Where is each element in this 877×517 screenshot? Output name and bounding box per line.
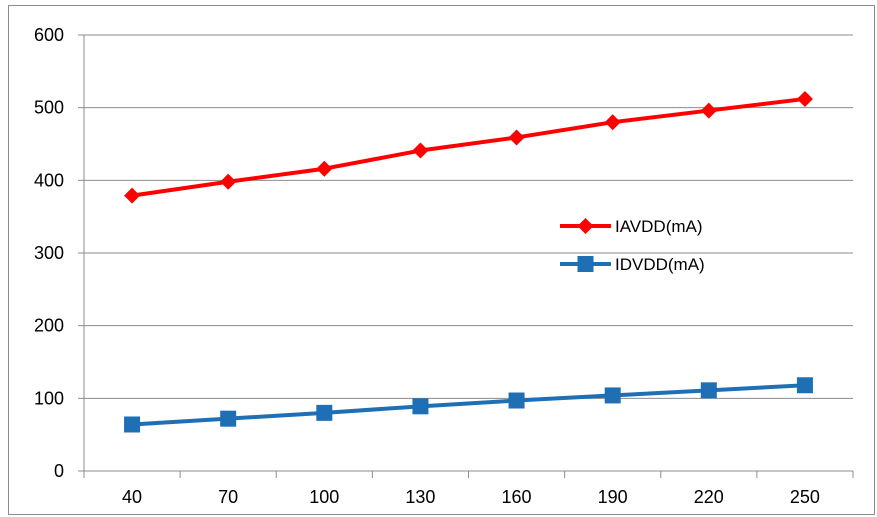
- y-tick-label: 400: [34, 170, 64, 190]
- series-line: [131, 383, 806, 427]
- data-point: [412, 398, 429, 415]
- x-tick-label: 70: [218, 487, 238, 507]
- series-IDVDD(mA): [124, 377, 813, 433]
- data-point: [124, 187, 141, 204]
- data-point: [220, 173, 237, 190]
- y-tick-label: 600: [34, 25, 64, 45]
- legend-marker: [577, 256, 594, 272]
- data-point: [508, 129, 525, 146]
- y-tick-label: 0: [54, 461, 64, 481]
- y-tick-label: 500: [34, 98, 64, 118]
- series-IAVDD(mA): [124, 90, 813, 204]
- data-point: [412, 142, 429, 159]
- data-point: [316, 404, 333, 421]
- x-tick-label: 100: [309, 487, 339, 507]
- data-point: [700, 102, 717, 119]
- x-tick-label: 40: [122, 487, 142, 507]
- x-tick-label: 160: [502, 487, 532, 507]
- legend: IAVDD(mA) IDVDD(mA): [560, 217, 705, 274]
- x-tick-label: 130: [405, 487, 435, 507]
- data-point: [316, 160, 333, 177]
- y-tick-label: 100: [34, 388, 64, 408]
- data-point: [700, 382, 717, 399]
- legend-label: IAVDD(mA): [615, 217, 703, 236]
- data-point: [604, 114, 621, 131]
- legend-marker: [577, 218, 594, 234]
- data-point: [604, 387, 621, 404]
- data-point: [796, 90, 813, 107]
- x-tick-label: 220: [694, 487, 724, 507]
- gridlines: [84, 34, 853, 399]
- legend-entry: IDVDD(mA): [560, 255, 705, 274]
- legend-label: IDVDD(mA): [615, 255, 705, 274]
- chart-frame: [8, 5, 875, 515]
- y-tick-label: 300: [34, 243, 64, 263]
- legend-entry: IAVDD(mA): [560, 217, 703, 236]
- y-axis-ticks: 0 100 200 300 400 500 600: [34, 25, 84, 481]
- x-tick-label: 190: [598, 487, 628, 507]
- data-point: [796, 377, 813, 394]
- x-tick-label: 250: [790, 487, 820, 507]
- series-line: [131, 96, 806, 198]
- data-point: [508, 392, 525, 409]
- data-point: [124, 416, 141, 433]
- y-tick-label: 200: [34, 316, 64, 336]
- data-point: [220, 410, 237, 427]
- x-axis-ticks: 40 70 100 130 160 190 220 250: [83, 471, 854, 507]
- series-layer: [124, 90, 813, 433]
